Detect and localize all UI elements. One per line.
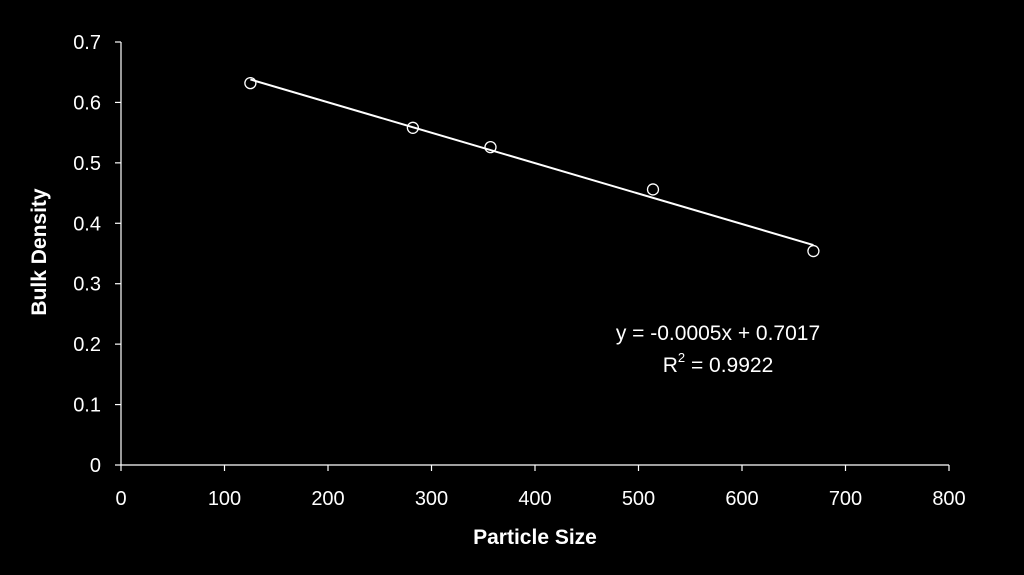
data-point: [807, 244, 820, 258]
data-point: [646, 183, 660, 196]
axes: 0 0.1 0.2 0.3 0.4 0.5 0.6 0.7 0 100 200 300 400 500 60…: [73, 32, 966, 510]
data-point: [244, 76, 257, 90]
x-tick-label: 400: [518, 488, 551, 510]
x-tick-label: 200: [311, 488, 344, 510]
y-tick-label: 0: [90, 455, 101, 477]
trendline-r-squared: R2 = 0.9922: [663, 350, 774, 377]
data-points: [244, 76, 820, 258]
x-tick-label: 300: [415, 488, 448, 510]
x-tick-label: 700: [829, 488, 862, 510]
trendline: [250, 78, 814, 246]
x-axis-title: Particle Size: [473, 526, 597, 549]
trendline-layer: [250, 78, 814, 246]
y-tick-label: 0.7: [73, 32, 101, 54]
y-tick-label: 0.3: [73, 274, 101, 296]
y-tick-label: 0.5: [73, 153, 101, 175]
x-tick-label: 100: [208, 488, 241, 510]
trendline-equation: y = -0.0005x + 0.7017: [616, 322, 820, 345]
r-squared-superscript: 2: [678, 350, 685, 365]
r-squared-prefix: R: [663, 354, 678, 377]
x-tick-label: 600: [725, 488, 758, 510]
y-tick-label: 0.1: [73, 395, 101, 417]
x-tick-label: 800: [932, 488, 965, 510]
y-tick-label: 0.4: [73, 213, 101, 235]
y-tick-label: 0.2: [73, 334, 101, 356]
x-tick-label: 0: [115, 488, 126, 510]
data-point: [484, 140, 497, 154]
x-tick-label: 500: [622, 488, 655, 510]
data-point: [406, 121, 420, 134]
y-tick-label: 0.6: [73, 92, 101, 114]
y-axis-title: Bulk Density: [28, 188, 51, 316]
r-squared-value: = 0.9922: [685, 354, 773, 377]
